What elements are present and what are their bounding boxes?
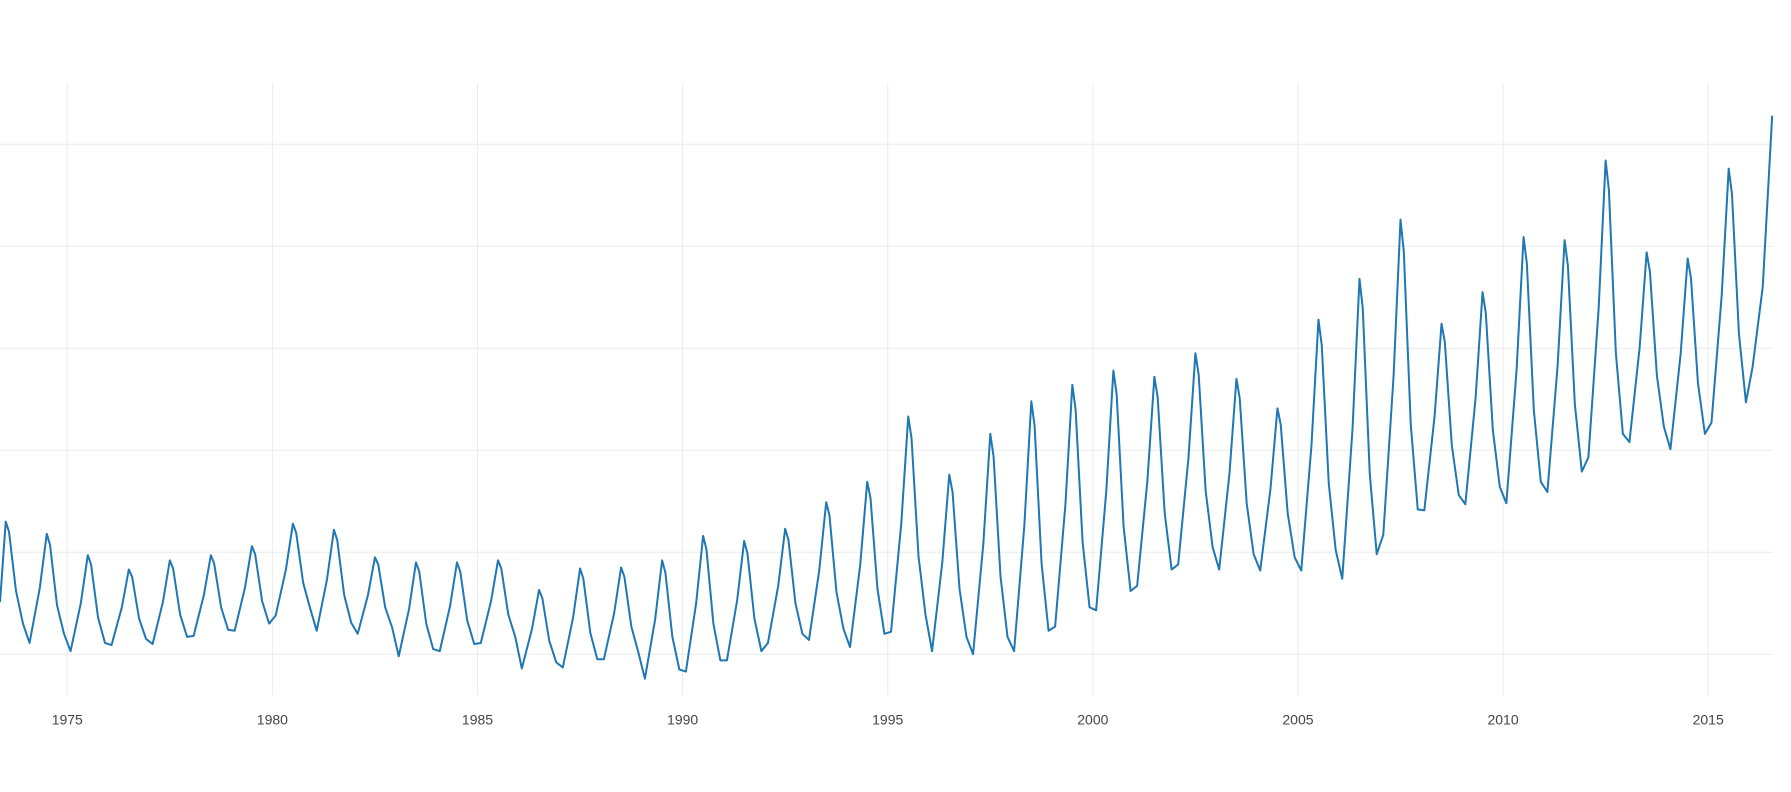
x-tick-label: 1995 — [872, 712, 903, 728]
x-tick-label: 1985 — [462, 712, 493, 728]
data-line — [0, 115, 1774, 680]
x-tick-label: 1975 — [52, 712, 83, 728]
x-tick-label: 1980 — [257, 712, 288, 728]
x-tick-label: 2000 — [1077, 712, 1108, 728]
x-tick-label: 2010 — [1487, 712, 1518, 728]
x-tick-label: 2005 — [1282, 712, 1313, 728]
x-tick-label: 2015 — [1693, 712, 1724, 728]
x-tick-label: 1990 — [667, 712, 698, 728]
